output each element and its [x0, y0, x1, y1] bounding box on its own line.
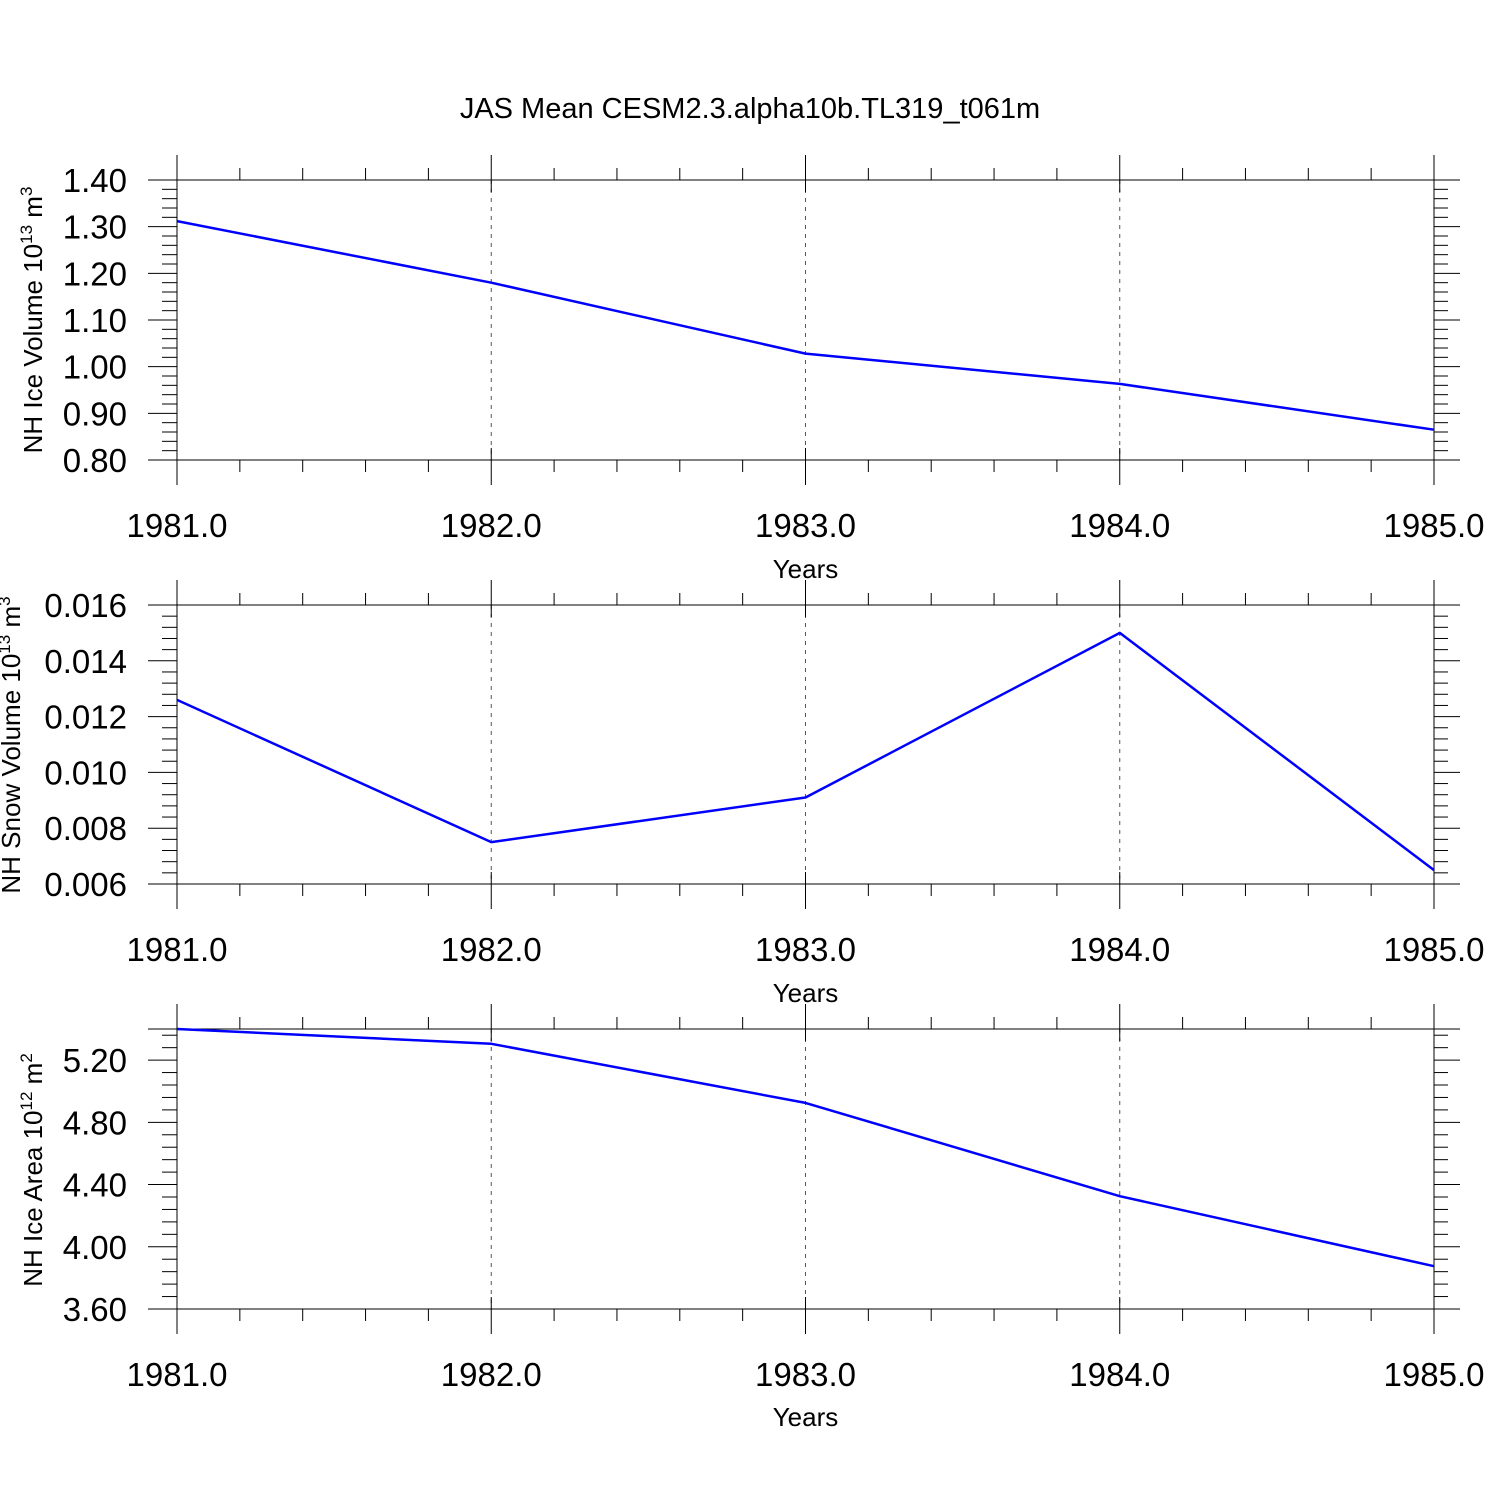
y-tick-label: 4.80 — [63, 1104, 127, 1141]
x-tick-label: 1982.0 — [441, 931, 542, 968]
x-tick-label: 1981.0 — [127, 507, 228, 544]
x-tick-label: 1984.0 — [1069, 507, 1170, 544]
y-tick-label: 0.014 — [44, 643, 127, 680]
y-tick-label: 4.00 — [63, 1229, 127, 1266]
y-tick-label: 0.80 — [63, 442, 127, 479]
chart-panel-3: 3.60 4.00 4.40 4.80 5.20 1981.0 1982.0 1983.0 19… — [17, 1004, 1484, 1432]
x-tick-label: 1982.0 — [441, 507, 542, 544]
y-tick-label: 0.006 — [44, 866, 127, 903]
x-axis-title: Years — [773, 1402, 839, 1432]
y-tick-label: 3.60 — [63, 1291, 127, 1328]
y-tick-label: 0.016 — [44, 587, 127, 624]
x-axis-title: Years — [773, 554, 839, 584]
y-tick-label: 0.90 — [63, 395, 127, 432]
y-tick-label: 1.00 — [63, 349, 127, 386]
chart-panel-2: 0.006 0.008 0.010 0.012 0.014 0.016 1981.0 1982… — [0, 580, 1484, 1008]
y-tick-label: 1.10 — [63, 302, 127, 339]
y-axis-title: NH Ice Area 1012 m2 — [17, 1053, 48, 1287]
y-axis-title: NH Ice Volume 1013 m3 — [17, 187, 48, 454]
x-tick-label: 1983.0 — [755, 931, 856, 968]
y-tick-label: 0.010 — [44, 754, 127, 791]
x-tick-label: 1983.0 — [755, 507, 856, 544]
x-tick-label: 1984.0 — [1069, 931, 1170, 968]
x-tick-label: 1983.0 — [755, 1356, 856, 1393]
y-tick-label: 1.30 — [63, 209, 127, 246]
y-tick-label: 1.40 — [63, 162, 127, 199]
y-tick-label: 1.20 — [63, 255, 127, 292]
x-tick-label: 1981.0 — [127, 1356, 228, 1393]
x-tick-label: 1985.0 — [1384, 507, 1485, 544]
chart-panel-1: 0.80 0.90 1.00 1.10 1.20 1.30 1.40 1981.0 1982.0… — [17, 155, 1484, 584]
x-tick-label: 1984.0 — [1069, 1356, 1170, 1393]
y-tick-label: 4.40 — [63, 1167, 127, 1204]
chart-panels: 0.80 0.90 1.00 1.10 1.20 1.30 1.40 1981.0 1982.0… — [0, 155, 1484, 1432]
y-tick-label: 5.20 — [63, 1042, 127, 1079]
chart-title: JAS Mean CESM2.3.alpha10b.TL319_t061m — [460, 93, 1040, 125]
y-tick-label: 0.012 — [44, 699, 127, 736]
x-tick-label: 1985.0 — [1384, 931, 1485, 968]
x-axis-title: Years — [773, 978, 839, 1008]
y-tick-label: 0.008 — [44, 810, 127, 847]
x-tick-label: 1981.0 — [127, 931, 228, 968]
x-tick-label: 1985.0 — [1384, 1356, 1485, 1393]
y-axis-title: NH Snow Volume 1013 m3 — [0, 596, 26, 893]
x-tick-label: 1982.0 — [441, 1356, 542, 1393]
